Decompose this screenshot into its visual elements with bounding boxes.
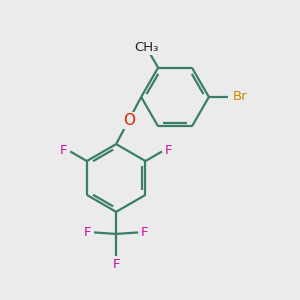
Text: CH₃: CH₃ [134, 41, 159, 54]
Text: F: F [112, 258, 120, 272]
Text: F: F [165, 144, 172, 157]
Text: F: F [141, 226, 148, 239]
Text: O: O [123, 113, 135, 128]
Text: F: F [60, 144, 68, 157]
Text: Br: Br [232, 91, 247, 103]
Text: F: F [84, 226, 92, 239]
